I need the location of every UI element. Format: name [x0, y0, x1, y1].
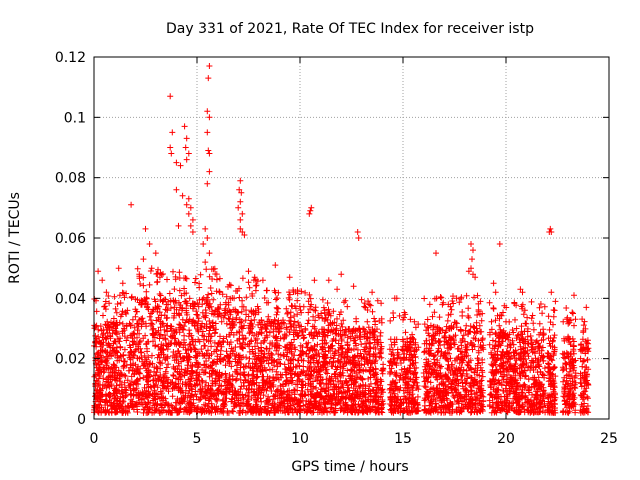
y-tick-label: 0.06 — [55, 231, 86, 247]
y-tick-label: 0.02 — [55, 352, 86, 368]
x-tick-label: 0 — [90, 431, 99, 447]
x-tick-label: 15 — [394, 431, 412, 447]
roti-series — [91, 63, 592, 416]
x-axis-ticks: 0 5 10 15 20 25 — [90, 57, 618, 447]
x-tick-label: 10 — [291, 431, 309, 447]
x-tick-label: 20 — [497, 431, 515, 447]
chart-title: Day 331 of 2021, Rate Of TEC Index for r… — [166, 21, 534, 37]
data-points — [91, 63, 592, 416]
y-tick-label: 0.12 — [55, 50, 86, 66]
y-tick-label: 0.1 — [64, 110, 86, 126]
y-tick-label: 0 — [77, 412, 86, 428]
y-tick-label: 0.04 — [55, 291, 86, 307]
x-tick-label: 25 — [600, 431, 618, 447]
y-tick-label: 0.08 — [55, 171, 86, 187]
y-axis-ticks: 0 0.02 0.04 0.06 0.08 0.1 0.12 — [55, 50, 609, 428]
x-tick-label: 5 — [193, 431, 202, 447]
grid-lines — [94, 57, 609, 419]
y-axis-label: ROTI / TECUs — [7, 192, 23, 284]
x-axis-label: GPS time / hours — [291, 459, 408, 475]
